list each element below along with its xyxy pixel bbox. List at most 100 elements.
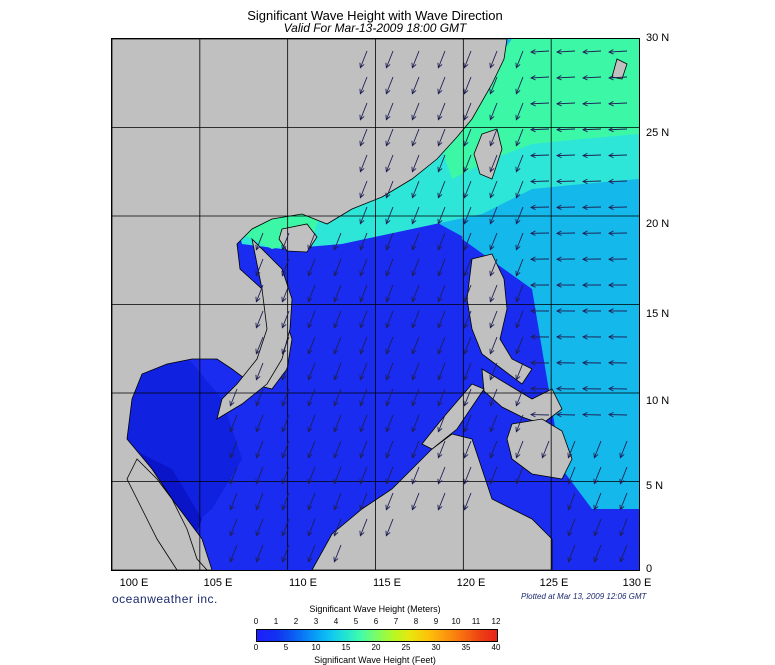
wave-arrow-head — [515, 296, 521, 303]
wave-height-colorbar — [256, 629, 498, 642]
wave-arrow — [359, 76, 368, 94]
wave-arrow-head — [255, 322, 261, 329]
wave-arrow — [229, 440, 238, 458]
wave-arrow-head — [281, 530, 287, 537]
wave-arrow — [229, 492, 238, 510]
wave-arrow — [385, 154, 394, 172]
wave-arrow-head — [229, 426, 235, 433]
wave-arrow-head — [359, 62, 365, 69]
wave-arrow-head — [307, 478, 313, 485]
wave-arrow — [229, 544, 238, 562]
wave-arrow-head — [359, 192, 365, 199]
wave-arrow — [463, 414, 472, 432]
wave-arrow-head — [385, 218, 391, 225]
wave-arrow — [489, 232, 498, 250]
wave-arrow — [385, 102, 394, 120]
wave-arrow — [307, 232, 316, 250]
landmass — [112, 39, 628, 570]
wave-arrow-head — [515, 62, 521, 69]
wave-arrow — [411, 206, 420, 224]
wave-arrow-head — [556, 411, 562, 418]
wave-arrow-head — [530, 230, 536, 236]
meters-tick-label: 7 — [393, 617, 399, 626]
wave-arrow — [515, 414, 524, 432]
wave-arrow — [359, 518, 368, 536]
wave-arrow-head — [411, 218, 417, 225]
wave-arrow-head — [359, 270, 365, 277]
wave-arrow — [411, 128, 420, 146]
wave-arrow — [608, 154, 628, 157]
wave-arrow-head — [255, 426, 261, 433]
wave-arrow-head — [359, 140, 365, 147]
land-indochina — [216, 237, 293, 420]
wave-arrow — [489, 388, 498, 406]
wave-arrow-head — [229, 556, 235, 563]
wave-arrow — [385, 180, 394, 198]
wave-arrow — [281, 388, 290, 406]
lon-label-120e: 120 E — [456, 577, 486, 589]
wave-height-map — [111, 38, 640, 571]
wave-arrow — [359, 102, 368, 120]
wave-arrow — [489, 180, 498, 198]
wave-arrow-head — [385, 530, 391, 537]
wave-arrow — [515, 284, 524, 302]
wave-arrow — [385, 128, 394, 146]
wave-arrow-head — [530, 204, 536, 210]
feet-tick-label: 15 — [341, 643, 351, 652]
wave-arrow-head — [333, 478, 339, 485]
wave-arrow-head — [463, 478, 469, 485]
wave-arrow — [489, 336, 498, 354]
wave-arrow — [385, 206, 394, 224]
wave-arrow-head — [463, 140, 469, 147]
land-malay — [126, 458, 208, 570]
feet-tick-label: 40 — [491, 643, 501, 652]
wave-arrow — [255, 284, 264, 302]
lon-label-100e: 100 E — [119, 577, 149, 589]
wave-arrow-head — [530, 100, 536, 107]
wave-arrow-head — [489, 244, 495, 251]
wave-arrow — [437, 232, 446, 250]
wave-arrow-head — [411, 192, 417, 199]
wave-arrow-head — [255, 244, 261, 251]
wave-arrow-head — [281, 270, 287, 277]
wave-arrow-head — [582, 152, 588, 159]
wave-arrow-head — [281, 478, 287, 485]
wave-arrow — [556, 128, 576, 131]
wave-arrow — [359, 362, 368, 380]
wave-arrow — [463, 206, 472, 224]
wave-arrow — [515, 180, 524, 198]
wave-arrow — [437, 466, 446, 484]
wave-arrow — [307, 388, 316, 406]
wave-arrow — [229, 518, 238, 536]
wave-arrow-head — [255, 270, 261, 277]
wave-arrow-head — [385, 166, 391, 173]
wave-arrow — [307, 518, 316, 536]
wave-arrow-head — [515, 452, 521, 459]
wave-arrow-head — [608, 75, 614, 81]
wave-arrow — [437, 206, 446, 224]
wave-arrow — [609, 50, 628, 53]
wave-arrow-head — [567, 452, 573, 459]
wave-arrow-head — [359, 426, 365, 433]
wave-arrow — [385, 284, 394, 302]
wave-arrow — [515, 388, 524, 406]
meters-tick-label: 4 — [333, 617, 339, 626]
wave-arrow — [515, 232, 524, 250]
wave-arrow-head — [463, 374, 469, 381]
wave-arrow — [255, 518, 264, 536]
wave-arrow-head — [619, 556, 625, 563]
wave-arrow — [608, 128, 628, 131]
wave-arrow-head — [463, 504, 469, 511]
lat-label-0: 0 — [646, 563, 653, 575]
wave-direction-arrows — [229, 49, 628, 563]
wave-arrow — [567, 492, 576, 510]
wave-arrow — [359, 466, 368, 484]
scale-meters-title: Significant Wave Height (Meters) — [309, 604, 441, 614]
wave-arrow — [515, 440, 524, 458]
wave-arrow — [582, 180, 602, 182]
wave-arrow-head — [411, 348, 417, 355]
wave-arrow — [333, 336, 342, 354]
wave-arrow — [359, 206, 368, 224]
wave-arrow-head — [556, 49, 562, 55]
lat-lon-grid — [112, 39, 639, 570]
